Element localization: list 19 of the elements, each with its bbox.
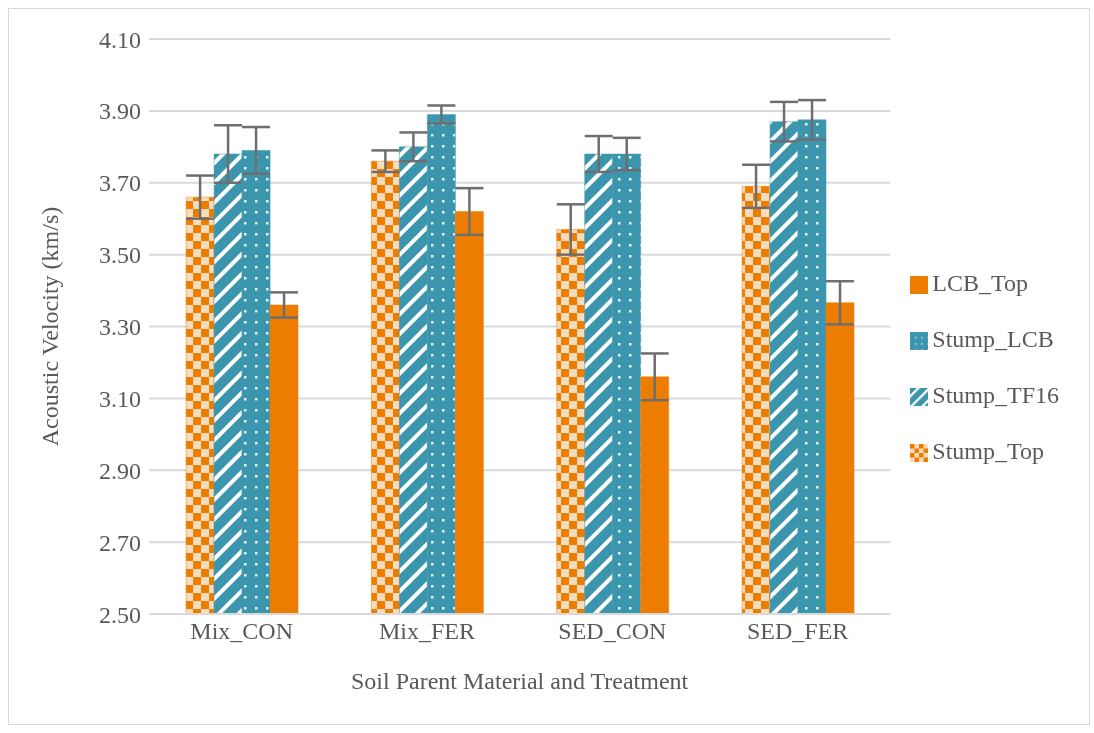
y-tick-label: 2.90: [99, 457, 141, 484]
y-tick-label: 3.90: [99, 98, 141, 125]
y-tick-label: 2.70: [99, 529, 141, 556]
x-axis-title: Soil Parent Material and Treatment: [351, 668, 689, 694]
y-tick-label: 3.10: [99, 385, 141, 412]
y-tick-label: 3.50: [99, 242, 141, 269]
legend-label: Stump_LCB: [932, 325, 1054, 352]
legend-label: Stump_Top: [932, 437, 1044, 464]
legend-label: LCB_Top: [932, 269, 1028, 296]
y-tick-label: 2.50: [99, 601, 141, 628]
y-axis-title: Acoustic Velocity (km/s): [36, 206, 63, 447]
legend-label: Stump_TF16: [932, 381, 1059, 408]
x-tick-label: Mix_CON: [190, 618, 294, 645]
y-tick-label: 3.70: [99, 170, 141, 197]
x-tick-label: SED_FER: [746, 618, 849, 645]
x-tick-label: Mix_FER: [378, 618, 475, 645]
y-tick-label: 4.10: [99, 26, 141, 53]
y-tick-label: 3.30: [99, 314, 141, 341]
x-tick-label: SED_CON: [558, 618, 667, 645]
